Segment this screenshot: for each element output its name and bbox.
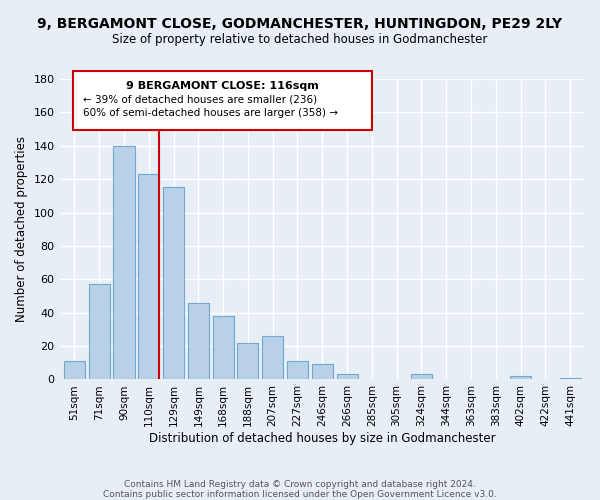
Bar [510, 376, 531, 380]
Bar [212, 316, 233, 380]
Bar [64, 361, 85, 380]
Text: 9, BERGAMONT CLOSE, GODMANCHESTER, HUNTINGDON, PE29 2LY: 9, BERGAMONT CLOSE, GODMANCHESTER, HUNTI… [37, 18, 563, 32]
Text: ← 39% of detached houses are smaller (236): ← 39% of detached houses are smaller (23… [83, 94, 317, 104]
Bar [138, 174, 160, 380]
Text: 9 BERGAMONT CLOSE: 116sqm: 9 BERGAMONT CLOSE: 116sqm [126, 80, 319, 90]
Y-axis label: Number of detached properties: Number of detached properties [15, 136, 28, 322]
Bar [262, 336, 283, 380]
FancyBboxPatch shape [73, 72, 372, 130]
Bar [411, 374, 432, 380]
Text: Contains public sector information licensed under the Open Government Licence v3: Contains public sector information licen… [103, 490, 497, 499]
X-axis label: Distribution of detached houses by size in Godmanchester: Distribution of detached houses by size … [149, 432, 496, 445]
Bar [238, 342, 259, 380]
Text: Size of property relative to detached houses in Godmanchester: Size of property relative to detached ho… [112, 32, 488, 46]
Bar [163, 188, 184, 380]
Bar [113, 146, 134, 380]
Bar [560, 378, 581, 380]
Bar [188, 302, 209, 380]
Bar [287, 361, 308, 380]
Text: Contains HM Land Registry data © Crown copyright and database right 2024.: Contains HM Land Registry data © Crown c… [124, 480, 476, 489]
Bar [312, 364, 333, 380]
Text: 60% of semi-detached houses are larger (358) →: 60% of semi-detached houses are larger (… [83, 108, 338, 118]
Bar [337, 374, 358, 380]
Bar [89, 284, 110, 380]
